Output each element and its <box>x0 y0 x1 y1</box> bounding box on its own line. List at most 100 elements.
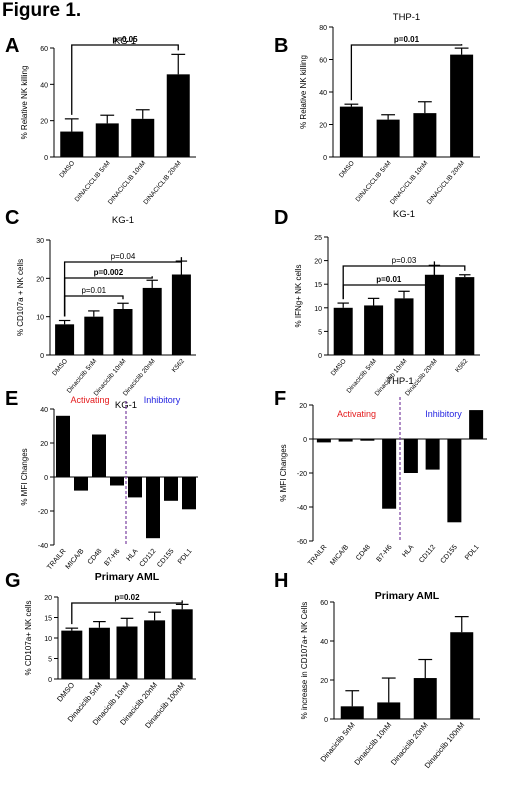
x-tick-label: Dinaciclib 10nM <box>352 721 393 767</box>
panel-letter: F <box>274 388 286 410</box>
x-tick-label: DINACICLIB 5nM <box>355 160 393 204</box>
x-tick-label: K562 <box>171 357 186 373</box>
panel-g: G Primary AML 0 5 10 15 20 % CD107a+ NK cells DM… <box>5 570 196 730</box>
bar <box>61 630 83 679</box>
x-tick-label: HLA <box>125 548 139 563</box>
bar <box>338 439 353 442</box>
p-value-label: p=0.04 <box>111 252 136 261</box>
x-tick-label: DINACICLIB 10nM <box>389 160 429 206</box>
y-tick-label: 20 <box>36 276 44 283</box>
x-tick-label: PDL1 <box>177 548 194 566</box>
significance-bracket <box>350 44 463 101</box>
chart-title: THP-1 <box>386 376 413 387</box>
y-tick-label: -60 <box>297 539 307 546</box>
group-label-activating: Activating <box>337 409 376 419</box>
y-axis-label: % CD107a + NK cells <box>16 259 25 336</box>
bar <box>128 477 142 498</box>
x-tick-label: B7-H6 <box>376 544 394 564</box>
bar <box>364 305 384 355</box>
x-tick-label: DMSO <box>330 358 348 377</box>
y-tick-label: 30 <box>36 238 44 245</box>
y-tick-label: 80 <box>319 25 327 32</box>
y-tick-label: 25 <box>314 235 322 242</box>
y-tick-label: 5 <box>318 329 322 336</box>
x-tick-label: CD112 <box>418 544 437 565</box>
y-tick-label: 15 <box>314 282 322 289</box>
bar <box>171 609 193 679</box>
y-tick-label: 0 <box>324 717 328 724</box>
x-tick-label: Dinaciclib 5nM <box>319 721 357 764</box>
bar <box>376 119 400 157</box>
x-tick-label: PDL1 <box>464 544 481 562</box>
p-value-label: p=0.02 <box>114 593 140 602</box>
chart-title: KG-1 <box>114 36 136 47</box>
y-tick-label: 20 <box>40 441 48 448</box>
bar <box>425 439 440 470</box>
y-tick-label: -20 <box>297 471 307 478</box>
bar <box>394 298 414 355</box>
y-axis-label: % increase in CD107a+ NK Cells <box>300 602 309 720</box>
y-tick-label: 10 <box>36 315 44 322</box>
bar <box>110 477 124 486</box>
group-label-inhibitory: Inhibitory <box>144 395 181 405</box>
bar <box>60 131 84 157</box>
panel-letter: H <box>274 570 288 592</box>
panel-letter: A <box>5 35 19 57</box>
x-tick-label: DMSO <box>338 160 356 179</box>
y-tick-label: 0 <box>303 437 307 444</box>
y-axis-label: % Relative NK killing <box>20 66 29 140</box>
x-tick-label: K562 <box>454 357 469 373</box>
chart-title: KG-1 <box>393 209 415 220</box>
y-tick-label: 20 <box>299 403 307 410</box>
y-tick-label: 0 <box>48 677 52 684</box>
bar <box>131 118 155 157</box>
chart-title: KG-1 <box>115 400 137 411</box>
y-tick-label: -20 <box>38 509 48 516</box>
p-value-label: p=0.01 <box>376 275 402 284</box>
y-tick-label: 40 <box>40 407 48 414</box>
bar <box>382 439 397 509</box>
bar <box>455 277 475 355</box>
x-tick-label: MICA/B <box>329 544 350 567</box>
significance-bracket <box>71 44 179 115</box>
y-tick-label: 40 <box>40 82 48 89</box>
bar <box>182 477 196 510</box>
x-tick-label: Dinaciclib 20nM <box>122 358 157 398</box>
y-tick-label: 20 <box>314 259 322 266</box>
y-tick-label: -40 <box>297 505 307 512</box>
x-tick-label: CD112 <box>138 548 157 569</box>
x-tick-label: DINACICLIB 20nM <box>142 160 182 206</box>
p-value-label: p=0.002 <box>94 268 124 277</box>
bar <box>316 439 331 443</box>
panel-letter: G <box>5 570 21 592</box>
significance-bracket <box>63 257 183 317</box>
bar <box>56 415 70 477</box>
bar <box>360 439 375 441</box>
x-tick-label: TRAILR <box>307 544 328 568</box>
p-value-label: p=0.01 <box>81 286 106 295</box>
bar <box>164 477 178 501</box>
x-tick-label: DINACICLIB 10nM <box>107 160 147 206</box>
y-tick-label: 40 <box>319 90 327 97</box>
panel-d: D KG-1 0 5 10 15 20 25 % IFNg+ NK cells DMSODinac… <box>274 207 480 397</box>
y-tick-label: 5 <box>48 657 52 664</box>
x-tick-label: HLA <box>401 544 415 559</box>
x-tick-label: Dinaciclib 20nM <box>389 721 430 767</box>
group-label-inhibitory: Inhibitory <box>425 409 462 419</box>
bar <box>447 439 462 523</box>
bar <box>413 678 437 719</box>
x-tick-label: CD48 <box>355 544 372 562</box>
bar <box>88 627 110 679</box>
x-tick-label: DINACICLIB 5nM <box>74 160 112 204</box>
x-tick-label: CD155 <box>440 544 459 565</box>
y-tick-label: 20 <box>319 123 327 130</box>
chart-title: KG-1 <box>112 215 134 226</box>
y-tick-label: 60 <box>320 600 328 607</box>
bar <box>339 106 363 157</box>
bar <box>450 632 474 719</box>
y-axis-label: % IFNg+ NK cells <box>294 265 303 328</box>
y-tick-label: 0 <box>323 155 327 162</box>
bar <box>84 316 104 355</box>
y-tick-label: 20 <box>320 678 328 685</box>
